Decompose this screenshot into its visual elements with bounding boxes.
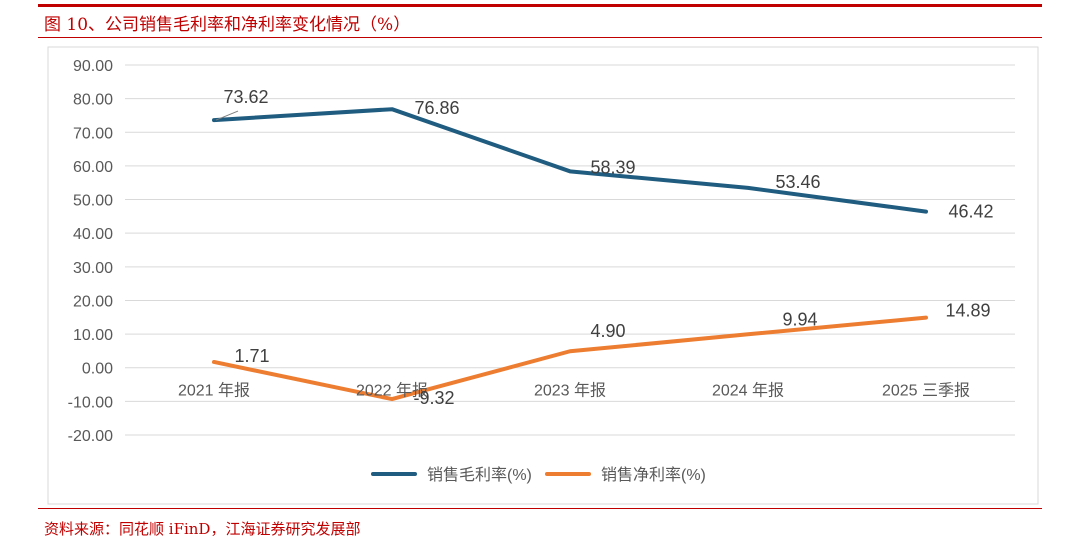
y-tick-label: 40.00 [73, 226, 113, 243]
series-line-0 [212, 107, 928, 214]
y-tick-label: 30.00 [73, 260, 113, 277]
y-tick-label: 50.00 [73, 193, 113, 210]
data-label: 1.71 [234, 346, 269, 366]
data-label: 53.46 [775, 172, 820, 192]
y-tick-label: 80.00 [73, 92, 113, 109]
x-tick-label: 2025 三季报 [882, 382, 970, 400]
data-label: 14.89 [945, 301, 990, 321]
bottom-rule [38, 508, 1042, 509]
y-tick-label: 70.00 [73, 125, 113, 142]
legend: 销售毛利率(%) 销售净利率(%) [371, 466, 706, 484]
series-lines [212, 107, 928, 402]
figure-title: 图 10、公司销售毛利率和净利率变化情况（%） [44, 15, 411, 35]
data-label: -9.32 [413, 388, 454, 408]
y-tick-label: 20.00 [73, 293, 113, 310]
y-tick-label: -20.00 [68, 428, 113, 445]
y-tick-label: 10.00 [73, 327, 113, 344]
chart-frame [47, 46, 1039, 505]
data-labels: 73.62 76.86 58.39 53.46 46.42 1.71 -9.32 4.90 9.… [215, 87, 994, 408]
data-label: 46.42 [948, 202, 993, 222]
x-axis-ticks: 2021 年报 2022 年报 2023 年报 2024 年报 2025 三季报 [178, 382, 970, 400]
data-label: 58.39 [590, 157, 635, 177]
y-tick-label: 0.00 [82, 361, 113, 378]
data-label: 76.86 [414, 98, 459, 118]
legend-label: 销售净利率(%) [601, 466, 706, 484]
data-label: 73.62 [223, 87, 268, 107]
legend-label: 销售毛利率(%) [427, 466, 532, 484]
data-label: 9.94 [782, 309, 817, 329]
x-tick-label: 2023 年报 [534, 382, 606, 400]
label-leader-line [215, 110, 239, 121]
x-tick-label: 2024 年报 [712, 382, 784, 400]
y-tick-label: 60.00 [73, 159, 113, 176]
title-rule [38, 37, 1042, 38]
y-axis-ticks: 90.00 80.00 70.00 60.00 50.00 40.00 30.00 20.00… [68, 58, 113, 445]
gridlines [125, 64, 1015, 436]
x-tick-label: 2022 年报 [356, 382, 428, 400]
source-note: 资料来源：同花顺 iFinD，江海证券研究发展部 [44, 520, 361, 538]
y-tick-label: -10.00 [68, 394, 113, 411]
series-line-1 [212, 315, 928, 402]
top-rule [38, 4, 1042, 7]
x-tick-label: 2021 年报 [178, 382, 250, 400]
y-tick-label: 90.00 [73, 58, 113, 75]
data-label: 4.90 [590, 321, 625, 341]
